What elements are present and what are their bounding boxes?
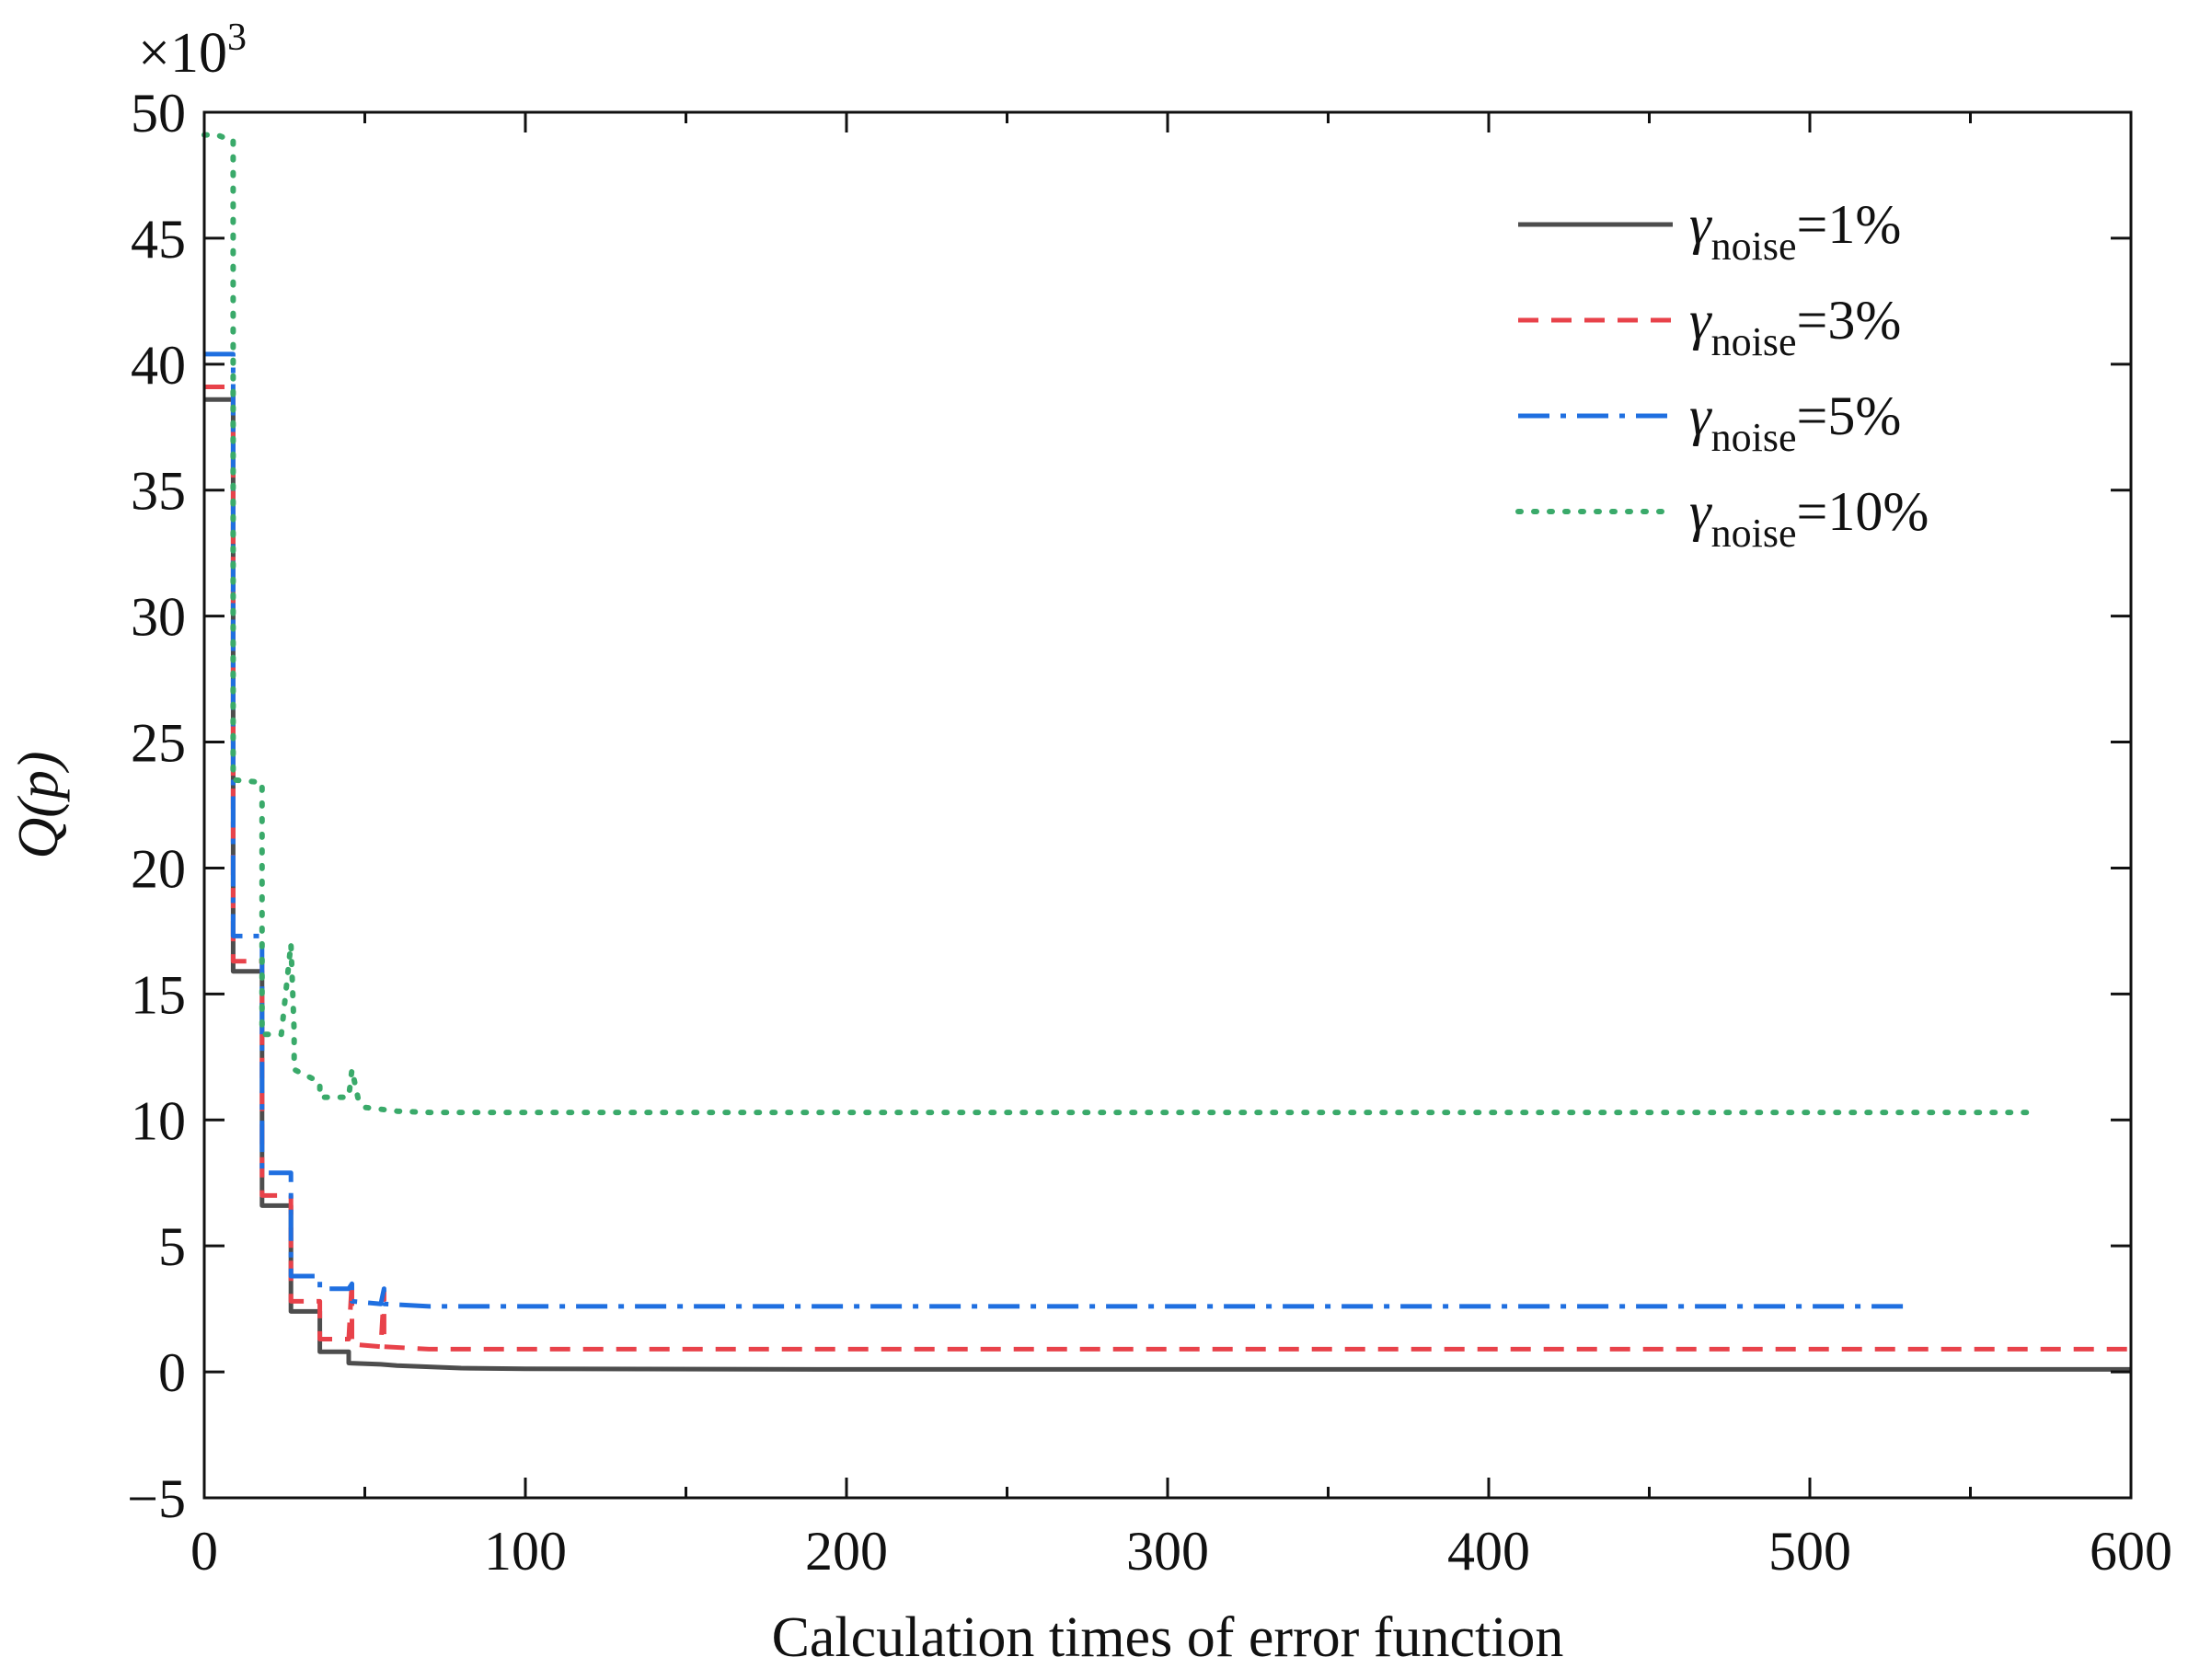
legend-label-1: γnoise=1%: [1689, 194, 1901, 269]
y-tick-label: 20: [131, 838, 186, 899]
y-tick-label: 15: [131, 964, 186, 1025]
y-tick-label: 30: [131, 587, 186, 648]
x-axis-title: Calculation times of error function: [772, 1606, 1564, 1669]
series-line-3: [204, 351, 1913, 1309]
legend: γnoise=1% γnoise=3% γnoise=5% γnoise=10%: [1515, 194, 1929, 556]
y-multiplier-base: ×10: [138, 22, 227, 85]
series-line-4: [202, 132, 2038, 1116]
series-layer: [202, 132, 2131, 1372]
y-tick-label: 5: [158, 1216, 186, 1277]
series-line-1: [204, 397, 2131, 1372]
y-tick-label: 35: [131, 461, 186, 522]
x-tick-label: 100: [484, 1521, 567, 1582]
y-tick-label: 0: [158, 1342, 186, 1403]
legend-label-2: γnoise=3%: [1689, 290, 1901, 364]
x-tick-label: 500: [1768, 1521, 1851, 1582]
y-tick-label: 40: [131, 335, 186, 396]
y-multiplier: ×103: [138, 17, 247, 85]
y-tick-label: 10: [131, 1090, 186, 1151]
x-tick-label: 600: [2090, 1521, 2172, 1582]
x-tick-label: 200: [805, 1521, 888, 1582]
x-tick-label: 0: [190, 1521, 218, 1582]
y-axis-title: Q(p): [7, 751, 70, 858]
y-multiplier-exponent: 3: [227, 17, 247, 59]
x-tick-label: 400: [1447, 1521, 1530, 1582]
x-tick-label: 300: [1126, 1521, 1209, 1582]
ticks-layer: 0 100 200 300 400 500 600−50510152025303540455…: [127, 83, 2172, 1582]
y-tick-label: 50: [131, 83, 186, 144]
y-tick-label: 25: [131, 713, 186, 774]
y-tick-label: 45: [131, 209, 186, 270]
y-tick-label: −5: [127, 1468, 186, 1529]
legend-label-4: γnoise=10%: [1689, 481, 1929, 556]
legend-label-3: γnoise=5%: [1689, 385, 1901, 460]
